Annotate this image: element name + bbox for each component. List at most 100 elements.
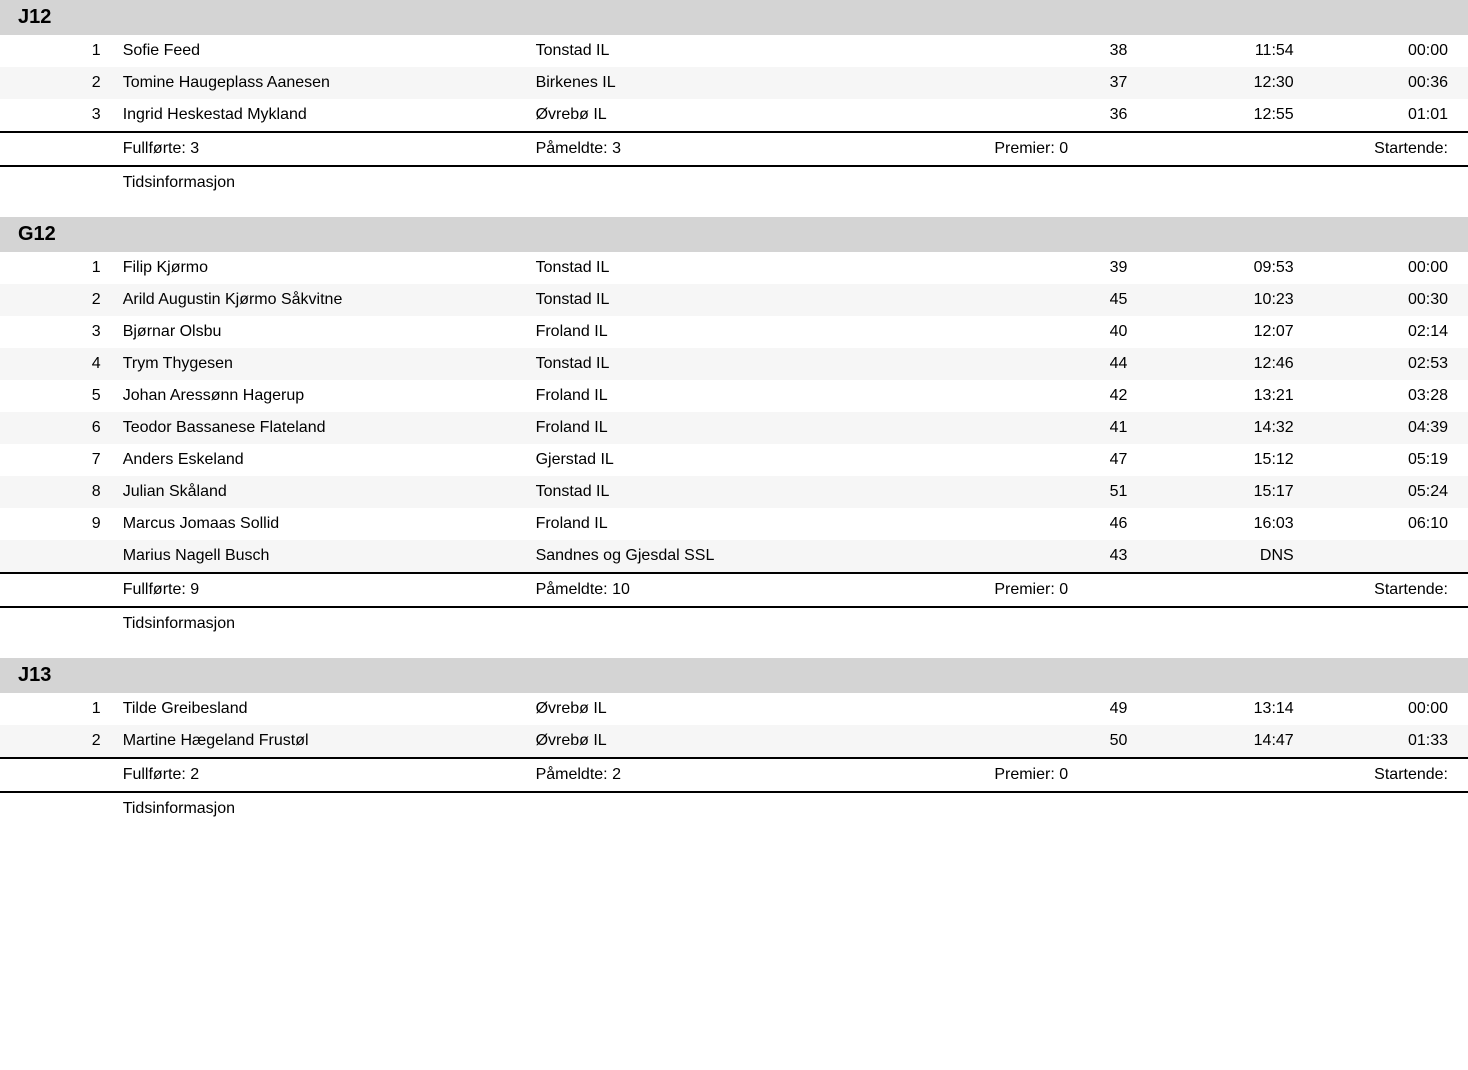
bib-cell: 40 xyxy=(986,316,1135,348)
pameldte-label: Påmeldte: xyxy=(536,140,608,157)
fullforte-value: 2 xyxy=(190,766,199,783)
club-cell: Tonstad IL xyxy=(528,284,987,316)
club-cell: Tonstad IL xyxy=(528,252,987,284)
name-cell: Martine Hægeland Frustøl xyxy=(115,725,528,758)
bib-cell: 39 xyxy=(986,252,1135,284)
rank-cell: 5 xyxy=(0,380,115,412)
fullforte-value: 9 xyxy=(190,581,199,598)
pameldte-label: Påmeldte: xyxy=(536,766,608,783)
summary-row: Fullførte: 2Påmeldte: 2Premier: 0Starten… xyxy=(0,758,1468,792)
bib-cell: 43 xyxy=(986,540,1135,573)
category-title: J12 xyxy=(0,0,1468,35)
info-row: Tidsinformasjon xyxy=(0,607,1468,640)
summary-indent xyxy=(0,758,115,792)
category-section: J131Tilde GreibeslandØvrebø IL4913:1400:… xyxy=(0,658,1468,825)
table-row: 5Johan Aressønn HagerupFroland IL4213:21… xyxy=(0,380,1468,412)
premier-label: Premier: xyxy=(994,581,1054,598)
diff-cell: 00:36 xyxy=(1302,67,1468,99)
time-cell: 16:03 xyxy=(1135,508,1301,540)
category-section: G121Filip KjørmoTonstad IL3909:5300:002A… xyxy=(0,217,1468,640)
category-title: G12 xyxy=(0,217,1468,252)
fullforte-label: Fullførte: xyxy=(123,140,186,157)
fullforte-label: Fullførte: xyxy=(123,581,186,598)
info-indent xyxy=(0,166,115,199)
rank-cell: 2 xyxy=(0,284,115,316)
time-cell: 15:12 xyxy=(1135,444,1301,476)
pameldte-value: 3 xyxy=(612,140,621,157)
name-cell: Tilde Greibesland xyxy=(115,693,528,725)
info-indent xyxy=(0,607,115,640)
name-cell: Ingrid Heskestad Mykland xyxy=(115,99,528,132)
bib-cell: 38 xyxy=(986,35,1135,67)
info-indent xyxy=(0,792,115,825)
premier-value: 0 xyxy=(1059,766,1068,783)
pameldte-value: 10 xyxy=(612,581,630,598)
table-row: 7Anders EskelandGjerstad IL4715:1205:19 xyxy=(0,444,1468,476)
name-cell: Teodor Bassanese Flateland xyxy=(115,412,528,444)
summary-startende: Startende: xyxy=(1302,758,1468,792)
diff-cell: 05:19 xyxy=(1302,444,1468,476)
time-cell: 09:53 xyxy=(1135,252,1301,284)
time-cell: 13:14 xyxy=(1135,693,1301,725)
rank-cell: 4 xyxy=(0,348,115,380)
table-row: 9Marcus Jomaas SollidFroland IL4616:0306… xyxy=(0,508,1468,540)
diff-cell: 02:14 xyxy=(1302,316,1468,348)
time-cell: 12:30 xyxy=(1135,67,1301,99)
bib-cell: 45 xyxy=(986,284,1135,316)
name-cell: Trym Thygesen xyxy=(115,348,528,380)
bib-cell: 46 xyxy=(986,508,1135,540)
diff-cell: 06:10 xyxy=(1302,508,1468,540)
category-section: J121Sofie FeedTonstad IL3811:5400:002Tom… xyxy=(0,0,1468,199)
bib-cell: 51 xyxy=(986,476,1135,508)
fullforte-value: 3 xyxy=(190,140,199,157)
rank-cell: 3 xyxy=(0,316,115,348)
premier-label: Premier: xyxy=(994,766,1054,783)
rank-cell: 2 xyxy=(0,725,115,758)
fullforte-label: Fullførte: xyxy=(123,766,186,783)
rank-cell: 1 xyxy=(0,693,115,725)
name-cell: Arild Augustin Kjørmo Såkvitne xyxy=(115,284,528,316)
table-row: 3Ingrid Heskestad MyklandØvrebø IL3612:5… xyxy=(0,99,1468,132)
bib-cell: 49 xyxy=(986,693,1135,725)
time-cell: 10:23 xyxy=(1135,284,1301,316)
table-row: 8Julian SkålandTonstad IL5115:1705:24 xyxy=(0,476,1468,508)
diff-cell: 01:01 xyxy=(1302,99,1468,132)
bib-cell: 42 xyxy=(986,380,1135,412)
diff-cell: 01:33 xyxy=(1302,725,1468,758)
table-row: 4Trym ThygesenTonstad IL4412:4602:53 xyxy=(0,348,1468,380)
summary-startende: Startende: xyxy=(1302,132,1468,166)
time-cell: 14:47 xyxy=(1135,725,1301,758)
tidsinformasjon-label: Tidsinformasjon xyxy=(115,607,1468,640)
results-table: 1Filip KjørmoTonstad IL3909:5300:002Aril… xyxy=(0,252,1468,640)
table-row: 3Bjørnar OlsbuFroland IL4012:0702:14 xyxy=(0,316,1468,348)
name-cell: Julian Skåland xyxy=(115,476,528,508)
rank-cell xyxy=(0,540,115,573)
summary-fullforte: Fullførte: 2 xyxy=(115,758,528,792)
name-cell: Marcus Jomaas Sollid xyxy=(115,508,528,540)
name-cell: Tomine Haugeplass Aanesen xyxy=(115,67,528,99)
rank-cell: 1 xyxy=(0,252,115,284)
summary-indent xyxy=(0,132,115,166)
summary-pameldte: Påmeldte: 10 xyxy=(528,573,987,607)
time-cell: 12:46 xyxy=(1135,348,1301,380)
club-cell: Tonstad IL xyxy=(528,35,987,67)
summary-premier: Premier: 0 xyxy=(986,758,1301,792)
rank-cell: 2 xyxy=(0,67,115,99)
club-cell: Froland IL xyxy=(528,316,987,348)
diff-cell: 00:00 xyxy=(1302,35,1468,67)
time-cell: 13:21 xyxy=(1135,380,1301,412)
diff-cell: 04:39 xyxy=(1302,412,1468,444)
summary-premier: Premier: 0 xyxy=(986,573,1301,607)
club-cell: Øvrebø IL xyxy=(528,693,987,725)
summary-premier: Premier: 0 xyxy=(986,132,1301,166)
club-cell: Øvrebø IL xyxy=(528,99,987,132)
name-cell: Filip Kjørmo xyxy=(115,252,528,284)
name-cell: Bjørnar Olsbu xyxy=(115,316,528,348)
pameldte-value: 2 xyxy=(612,766,621,783)
summary-fullforte: Fullførte: 9 xyxy=(115,573,528,607)
diff-cell: 05:24 xyxy=(1302,476,1468,508)
diff-cell: 00:00 xyxy=(1302,693,1468,725)
diff-cell: 00:00 xyxy=(1302,252,1468,284)
premier-value: 0 xyxy=(1059,140,1068,157)
pameldte-label: Påmeldte: xyxy=(536,581,608,598)
